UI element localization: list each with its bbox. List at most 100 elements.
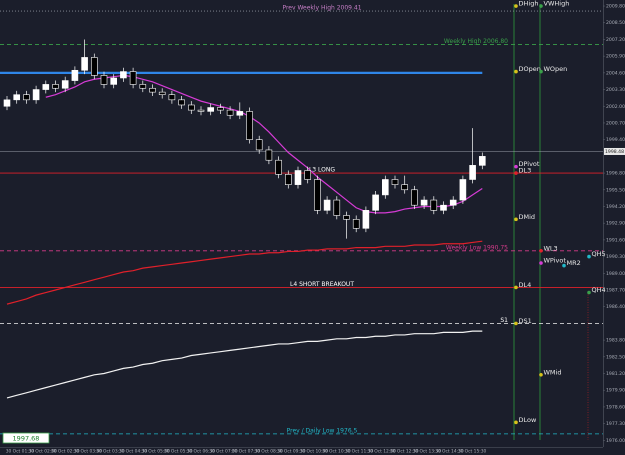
y-tick-label: 2002.00 [606,104,625,110]
moving-average [45,74,483,214]
x-tick-label: 30 Oct 10:00 [299,449,328,455]
candle-body [110,77,117,85]
level-marker [539,249,543,253]
candle-body [265,149,273,161]
x-tick-label: 30 Oct 05:30 [164,449,193,455]
candle-body [13,94,20,101]
x-tick-label: 30 Oct 10:30 [322,449,351,455]
candle-body [81,57,88,71]
x-tick-label: 30 Oct 13:30 [412,449,441,455]
y-tick-label: 2003.30 [606,87,625,93]
candle-body [207,107,214,112]
candle-body [91,57,98,76]
level-marker [514,217,518,222]
y-tick-label: 2008.50 [606,20,625,26]
x-tick-label: 30 Oct 07:30 [232,449,261,455]
x-tick-label: 30 Oct 05:00 [141,449,170,455]
x-tick-label: 30 Oct 09:30 [277,449,306,455]
level-marker [539,69,543,74]
y-tick-label: 1982.50 [606,354,625,360]
marker-label: WL3 [544,244,558,252]
level-marker [514,420,518,425]
moving-average [6,330,483,399]
candle-body [333,199,341,216]
y-tick-label: 2000.70 [606,120,625,126]
marker-label: WPivot [544,257,567,265]
marker-label: DHigh [519,0,539,8]
marker-label: DL4 [519,281,532,289]
y-tick-label: 2004.60 [606,70,625,76]
candle-body [149,87,156,93]
marker-label: WMid [544,368,562,376]
candle-body [314,179,321,211]
level-label: L4 SHORT BREAKOUT [290,281,354,288]
level-marker [514,69,518,74]
candle-body [304,170,312,180]
y-tick-label: 1981.20 [606,371,625,377]
current-price-label: 1998.48 [605,149,624,155]
y-tick-label: 1983.80 [606,338,625,344]
candle-body [284,174,292,185]
y-tick-label: 1996.80 [606,171,625,177]
candle-body [129,71,137,85]
candle-body [3,99,11,107]
level-label: S1 [500,317,508,324]
marker-label: VWHigh [544,0,570,8]
candle-body [343,215,350,220]
y-tick-label: 1987.70 [606,287,625,293]
x-tick-label: 30 Oct 04:30 [119,449,148,455]
candle-body [32,89,40,101]
candle-body [459,179,467,201]
candle-body [372,194,379,211]
x-tick-label: 30 Oct 03:00 [73,449,102,455]
level-marker [514,171,518,175]
x-tick-label: 30 Oct 03:30 [96,449,125,455]
x-tick-label: 30 Oct 08:30 [254,449,283,455]
y-tick-label: 2009.80 [606,4,625,10]
x-tick-label: 30 Oct 15:30 [458,449,487,455]
level-marker [539,261,543,265]
x-tick-label: 30 Oct 12:00 [367,449,396,455]
level-marker [539,372,543,377]
y-tick-label: 1977.30 [606,421,625,427]
candle-body [236,111,244,116]
y-tick-label: 2007.20 [606,37,625,43]
y-tick-label: 2005.90 [606,54,625,60]
candle-body [352,219,360,229]
y-tick-label: 1999.40 [606,137,625,143]
candle-body [71,69,79,81]
y-tick-label: 1995.50 [606,187,625,193]
level-marker [514,164,518,169]
level-label: L3 LONG [309,167,335,174]
candle-body [178,99,185,106]
x-tick-label: 30 Oct 01:30 [6,449,35,455]
level-marker [587,290,591,295]
level-marker [514,4,518,8]
x-tick-label: 30 Oct 14:30 [435,449,464,455]
y-tick-label: 1976.00 [606,438,625,444]
candle-body [478,156,486,166]
moving-average [6,240,483,305]
candle-body [42,84,50,90]
marker-label: DOpen [519,65,541,73]
candle-body [391,179,399,185]
candle-body [139,84,147,89]
marker-label: MR2 [567,259,581,267]
marker-label: QH4 [592,286,606,294]
candle-body [23,94,30,101]
level-label: Weekly High 2006.80 [444,38,508,45]
marker-label: DLow [519,416,537,424]
candle-body [469,165,476,180]
x-tick-label: 30 Oct 07:00 [209,449,238,455]
level-marker [562,263,566,268]
level-marker [587,254,591,259]
marker-label: DL3 [519,167,532,175]
candle-body [168,94,176,101]
marker-label: DPivot [519,160,540,168]
level-label: Prev / Daily Low 1976.5 [287,427,358,434]
candle-body [120,71,127,79]
candle-body [255,139,263,151]
marker-label: QH5 [592,250,606,258]
y-tick-label: 1989.00 [606,271,625,277]
